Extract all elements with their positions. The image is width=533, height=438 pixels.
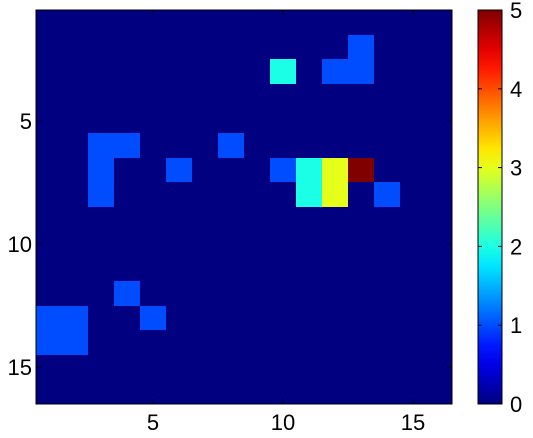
x-tick-label: 15: [401, 410, 425, 435]
heatmap-cell: [322, 158, 348, 182]
heatmap-cell: [296, 158, 322, 182]
y-axis-ticks: 5 10 15: [8, 109, 452, 380]
heatmap-cell: [62, 330, 88, 355]
heatmap-cell: [348, 158, 374, 182]
colorbar-tick-label: 0: [510, 392, 522, 417]
heatmap-cell: [88, 182, 114, 207]
heatmap-cell: [88, 158, 114, 182]
x-tick-label: 10: [271, 410, 295, 435]
colorbar-tick-label: 4: [510, 77, 522, 102]
colorbar-ticks: 0 1 2 3 4 5: [478, 0, 522, 417]
x-tick-label: 5: [147, 410, 159, 435]
colorbar-tick-label: 5: [510, 0, 522, 23]
heatmap-cell: [374, 182, 400, 207]
heatmap-cell: [270, 59, 296, 84]
colorbar-tick-label: 1: [510, 313, 522, 338]
heatmap-cell: [62, 306, 88, 330]
y-tick-label: 15: [8, 355, 32, 380]
heatmap-cell: [140, 306, 166, 330]
heatmap-cell: [114, 133, 140, 158]
plot-frame: [35, 9, 453, 405]
heatmap-cell: [322, 59, 348, 84]
heatmap-cell: [296, 182, 322, 207]
heatmap-cell: [36, 330, 62, 355]
heatmap-cell: [348, 59, 374, 84]
heatmap-cell: [270, 158, 296, 182]
colorbar: [477, 9, 503, 405]
colorbar-gradient: [477, 9, 503, 405]
heatmap-cell: [166, 158, 192, 182]
heatmap-plot-area: [35, 9, 453, 405]
y-tick-label: 5: [20, 109, 32, 134]
heatmap-cell: [218, 133, 244, 158]
heatmap-cell: [348, 35, 374, 59]
heatmap-cell: [322, 182, 348, 207]
heatmap-cell: [88, 133, 114, 158]
colorbar-tick-label: 3: [510, 156, 522, 181]
heatmap-cell: [36, 306, 62, 330]
heatmap-cell: [114, 281, 140, 306]
colorbar-tick-label: 2: [510, 234, 522, 259]
y-tick-label: 10: [8, 232, 32, 257]
x-axis-ticks: 5 10 15: [147, 10, 425, 435]
